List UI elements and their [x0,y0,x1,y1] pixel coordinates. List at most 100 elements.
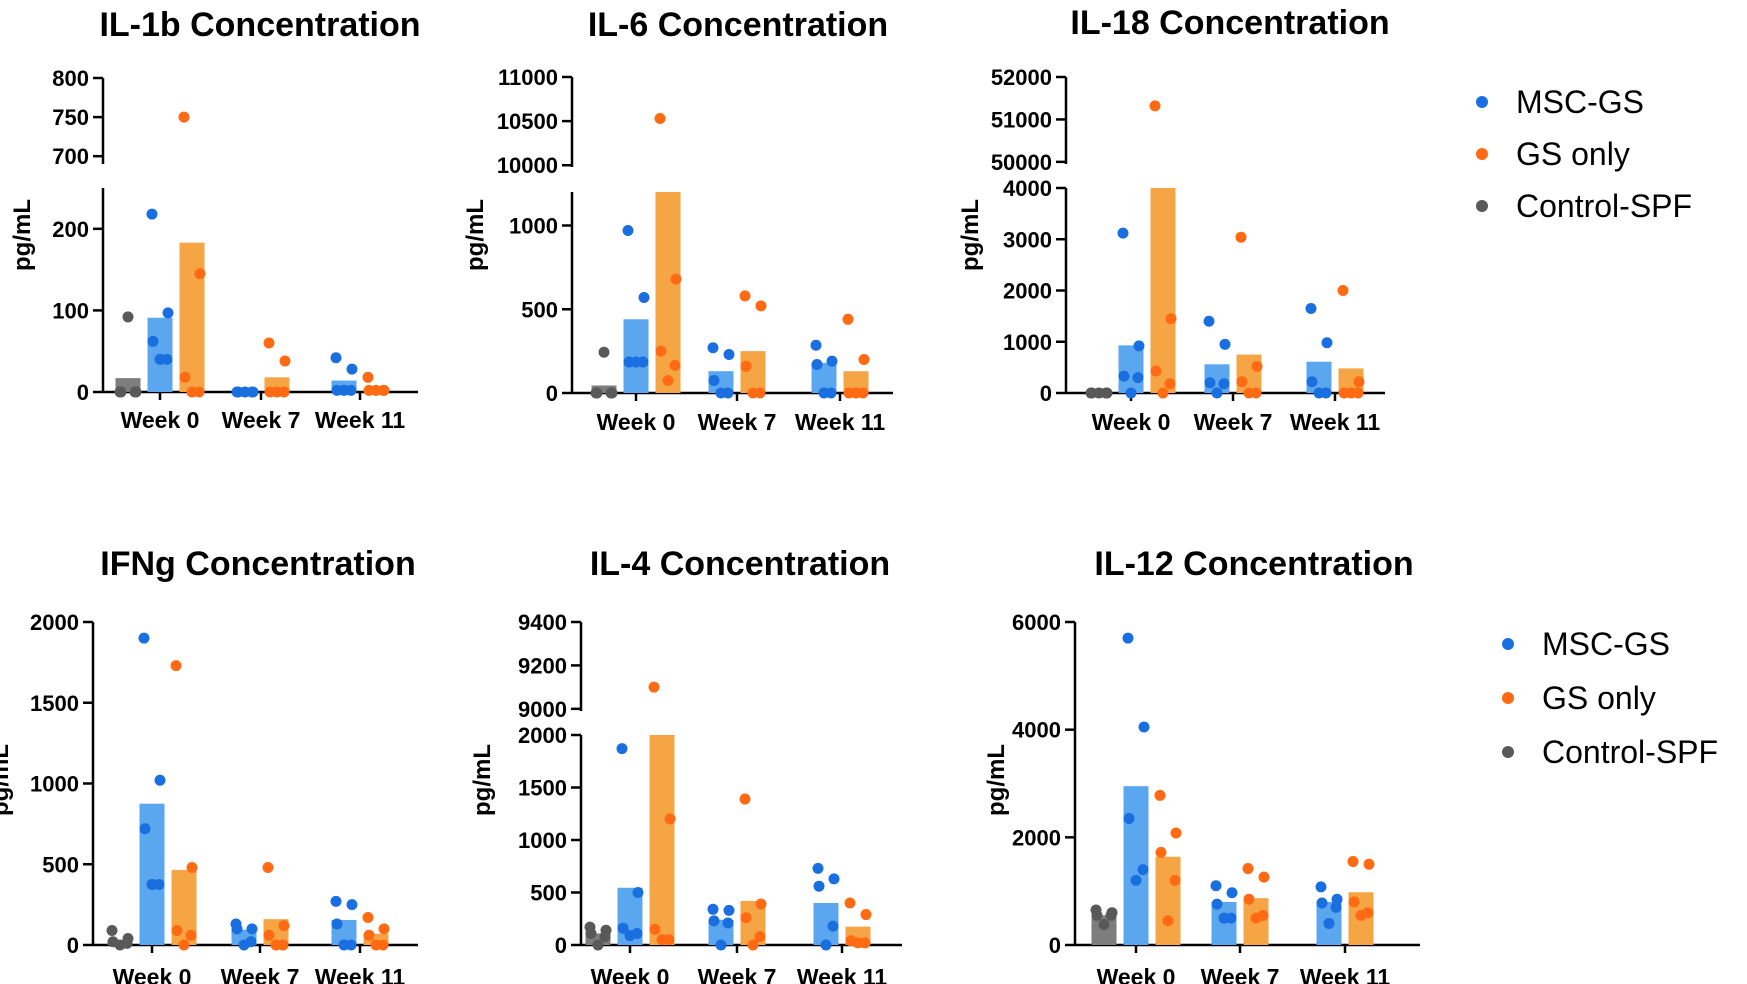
y-axis-label: pg/mL [983,744,1010,816]
data-point [754,931,766,943]
data-point [755,300,767,312]
x-tick-label: Week 0 [597,409,676,435]
bar-msc-gs [623,319,649,393]
bar-msc-gs [1118,345,1144,393]
data-point [1321,337,1333,349]
data-point [708,374,720,386]
x-tick-label: Week 0 [121,407,200,433]
data-point [1218,912,1230,924]
data-point [279,355,291,367]
chart-panel-1: IL-1b Concentration pg/mL 0 100 200 700 750 800… [9,6,421,433]
y-tick-label: 9200 [518,653,567,678]
y-tick-label: 9400 [518,610,567,635]
data-point [1211,387,1223,399]
y-axis-label: pg/mL [469,744,496,816]
data-point [238,939,250,951]
data-point [1258,871,1270,883]
data-point [630,356,642,368]
y-tick-label: 0 [546,381,558,406]
data-point [239,386,251,398]
data-point [828,873,840,885]
data-point [1093,387,1105,399]
data-point [842,313,854,325]
data-point [585,927,597,939]
y-tick-label: 1500 [30,691,79,716]
data-point [170,660,182,672]
y-tick-label: 3000 [1003,227,1052,252]
data-point [338,939,350,951]
data-point [715,939,727,951]
data-point [162,307,174,319]
data-point [655,345,667,357]
data-point [178,111,190,123]
y-axis-label: pg/mL [0,744,14,816]
data-point [1122,632,1134,644]
data-point [664,813,676,825]
y-tick-label: 500 [530,881,567,906]
data-point [656,934,668,946]
data-point [271,386,283,398]
y-tick-label: 1000 [509,214,558,239]
y-tick-label: 500 [521,297,558,322]
x-tick-label: Week 7 [1194,409,1273,435]
data-point [599,931,611,943]
data-point [850,387,862,399]
data-point [138,632,150,644]
y-tick-label: 1000 [1003,330,1052,355]
data-point [662,374,674,386]
data-point [670,273,682,285]
data-point [1219,338,1231,350]
x-tick-label: Week 7 [698,409,777,435]
data-point [139,823,151,835]
legend-marker [1476,96,1488,108]
data-point [755,898,767,910]
x-tick-label: Week 11 [795,409,886,435]
y-tick-label: 4000 [1003,176,1052,201]
y-tick-label: 50000 [991,150,1052,175]
chart-title: IL-12 Concentration [1094,545,1413,583]
legend-marker [1476,200,1488,212]
data-point [1204,377,1216,389]
legend-1: MSC-GS GS only Control-SPF [1476,84,1692,224]
data-point [186,861,198,873]
data-point [1345,387,1357,399]
chart-panel-3: IL-18 Concentration pg/mL 0 1000 2000 3000 400… [957,4,1390,435]
data-point [1313,387,1325,399]
data-point [852,937,864,949]
data-point [740,360,752,372]
data-point [810,339,822,351]
legend-marker [1502,692,1514,704]
data-point [231,923,243,935]
data-point [723,904,735,916]
data-point [598,346,610,358]
chart-panel-5: IL-4 Concentrationpg/mL05001000150020009… [469,545,902,984]
data-point [1211,898,1223,910]
legend-marker [1502,638,1514,650]
y-tick-label: 10500 [497,109,558,134]
data-point [346,899,358,911]
data-point [1164,378,1176,390]
data-point [818,387,830,399]
data-point [186,386,198,398]
data-point [1138,721,1150,733]
data-point [115,386,127,398]
bar-gs-only [649,735,675,945]
data-point [378,923,390,935]
data-point [1236,376,1248,388]
data-point [1243,387,1255,399]
data-point [370,939,382,951]
chart-title: IL-1b Concentration [99,6,420,44]
legend-label: MSC-GS [1516,84,1644,120]
data-point [1353,376,1365,388]
data-point [1117,227,1129,239]
data-point [638,292,650,304]
data-point [1169,874,1181,886]
data-point [1149,100,1161,112]
data-point [617,922,629,934]
data-point [1242,863,1254,875]
data-point [1355,909,1367,921]
data-point [1162,915,1174,927]
bar-gs-only [740,351,766,393]
data-point [362,371,374,383]
data-point [370,384,382,396]
